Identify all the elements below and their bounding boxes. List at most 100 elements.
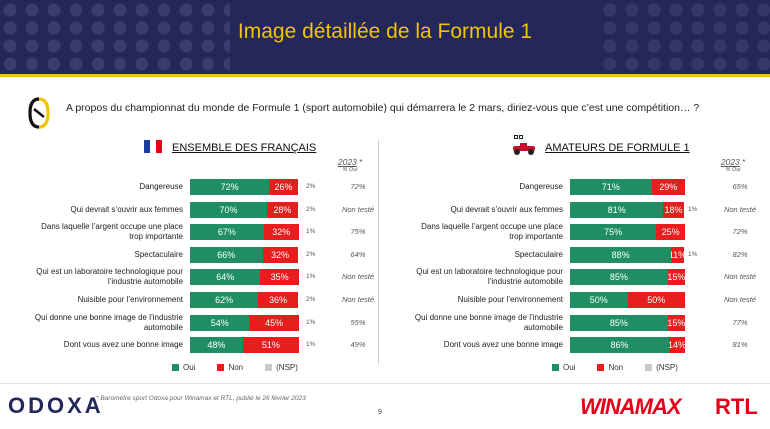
- rtl-logo: RTL: [715, 394, 758, 419]
- stacked-bar: 72% 26%: [190, 179, 298, 195]
- year-header-right: 2023 * % Oui: [716, 157, 750, 173]
- bar-segment-non: 51%: [242, 337, 299, 354]
- bar-segment-oui: 50%: [570, 292, 628, 308]
- footer-separator: [0, 383, 770, 384]
- bar-segment-oui: 81%: [570, 201, 664, 218]
- nsp-value: 2%: [306, 183, 316, 190]
- value-2023: 65%: [732, 182, 748, 191]
- france-flag-icon: [144, 140, 162, 153]
- stacked-bar: 88%11%: [570, 246, 684, 263]
- legend-nsp-label: (NSP): [276, 363, 298, 372]
- row-label: Spectaculaire: [514, 249, 563, 259]
- legend-non-swatch: [597, 364, 605, 371]
- row-label: Qui est un laboratoire technologique pou…: [36, 267, 183, 287]
- stacked-bar: 67% 32%: [190, 224, 299, 241]
- panel-divider: [378, 140, 379, 365]
- legend-non-swatch: [217, 364, 225, 371]
- bar-segment-non: 11%: [671, 246, 684, 263]
- stacked-bar: 75% 25%: [570, 224, 685, 241]
- bar-segment-non: 25%: [656, 224, 685, 241]
- survey-question: A propos du championnat du monde de Form…: [66, 102, 700, 114]
- value-2023: Non testé: [341, 204, 375, 214]
- bar-segment-non: 50%: [627, 292, 685, 308]
- nsp-value: 1%: [306, 318, 316, 326]
- stacked-bar: 54% 45%: [190, 314, 299, 331]
- bar-segment-non: 28%: [267, 201, 298, 218]
- value-2023: 49%: [350, 340, 366, 350]
- row-label: Spectaculaire: [134, 249, 183, 259]
- year-label: 2023: [720, 157, 740, 167]
- value-2023: Non testé: [723, 204, 757, 214]
- bar-segment-oui: 75%: [570, 224, 657, 241]
- value-2023: 77%: [732, 317, 748, 327]
- nsp-value: 1%: [306, 341, 316, 349]
- legend-oui-swatch: [552, 364, 559, 371]
- value-2023: Non testé: [723, 272, 757, 282]
- legend-oui-label: Oui: [563, 363, 576, 372]
- nsp-value: 1%: [688, 205, 698, 213]
- stacked-bar: 48% 51%: [190, 337, 299, 354]
- stacked-bar: 64% 35%: [190, 269, 299, 286]
- row-label: Dangereuse: [139, 182, 183, 191]
- stacked-bar: 85% 15%: [570, 269, 685, 286]
- row-label: Qui devrait s’ouvrir aux femmes: [70, 204, 183, 214]
- stacked-bar: 70% 28%: [190, 201, 298, 218]
- year-label: 2023: [337, 157, 357, 167]
- panel-title-left: ENSEMBLE DES FRANÇAIS: [172, 142, 317, 154]
- bar-segment-oui: 54%: [190, 314, 250, 331]
- panel-title-right: AMATEURS DE FORMULE 1: [545, 142, 690, 154]
- stacked-bar: 81% 18%: [570, 201, 684, 218]
- stacked-bar: 71% 29%: [570, 179, 685, 195]
- row-label: Qui donne une bonne image de l’industrie…: [414, 312, 563, 332]
- value-2023: Non testé: [341, 272, 375, 282]
- bar-segment-oui: 70%: [190, 201, 267, 218]
- value-2023: Non testé: [723, 295, 757, 304]
- bar-segment-oui: 62%: [190, 292, 259, 308]
- header-banner: Image détaillée de la Formule 1: [0, 0, 770, 74]
- year-star: *: [742, 158, 746, 167]
- bar-segment-non: 29%: [651, 179, 685, 195]
- bar-segment-oui: 71%: [570, 179, 652, 195]
- bar-segment-oui: 66%: [190, 246, 263, 263]
- header-pattern-left: [0, 0, 230, 74]
- value-2023: 72%: [732, 227, 748, 237]
- odoxa-mark-icon: [28, 97, 50, 129]
- legend-oui-label: Oui: [183, 363, 196, 372]
- page-number: 9: [378, 409, 382, 416]
- bar-segment-oui: 86%: [570, 337, 669, 354]
- bar-segment-non: 15%: [667, 314, 685, 331]
- nsp-value: 2%: [306, 296, 316, 303]
- bar-segment-oui: 85%: [570, 269, 668, 286]
- year-star: *: [359, 158, 363, 167]
- bar-segment-non: 14%: [668, 337, 685, 354]
- year-header-left: 2023 * % Oui: [333, 157, 367, 173]
- row-label: Qui est un laboratoire technologique pou…: [416, 267, 563, 287]
- legend-right: Oui Non (NSP): [552, 363, 678, 372]
- bar-segment-oui: 72%: [190, 179, 270, 195]
- row-label: Dangereuse: [519, 182, 563, 191]
- value-2023: 82%: [732, 249, 748, 259]
- row-label: Qui donne une bonne image de l’industrie…: [34, 312, 183, 332]
- row-label: Nuisible pour l’environnement: [77, 295, 183, 304]
- row-label: Qui devrait s’ouvrir aux femmes: [450, 204, 563, 214]
- stacked-bar: 66% 32%: [190, 246, 298, 263]
- bar-segment-non: 32%: [263, 224, 299, 241]
- stacked-bar: 85% 15%: [570, 314, 685, 331]
- row-label: Dont vous avez une bonne image: [443, 340, 563, 350]
- bar-segment-non: 15%: [667, 269, 685, 286]
- nsp-value: 1%: [306, 273, 316, 281]
- value-2023: 64%: [350, 249, 366, 259]
- bar-segment-oui: 88%: [570, 246, 672, 263]
- legend-nsp-swatch: [265, 364, 273, 371]
- row-label: Dans laquelle l’argent occupe une place …: [41, 222, 183, 242]
- row-label: Dans laquelle l’argent occupe une place …: [421, 222, 563, 242]
- bar-segment-non: 36%: [258, 292, 298, 308]
- header-pattern-right: [600, 0, 770, 74]
- legend-nsp-label: (NSP): [656, 363, 678, 372]
- row-label: Nuisible pour l’environnement: [457, 295, 563, 304]
- bar-segment-non: 45%: [249, 314, 299, 331]
- value-2023: 72%: [350, 182, 366, 191]
- bar-segment-non: 18%: [663, 201, 684, 218]
- footnote: * Baromètre sport Odoxa pour Winamax et …: [96, 395, 306, 402]
- year-sub: % Oui: [342, 167, 358, 173]
